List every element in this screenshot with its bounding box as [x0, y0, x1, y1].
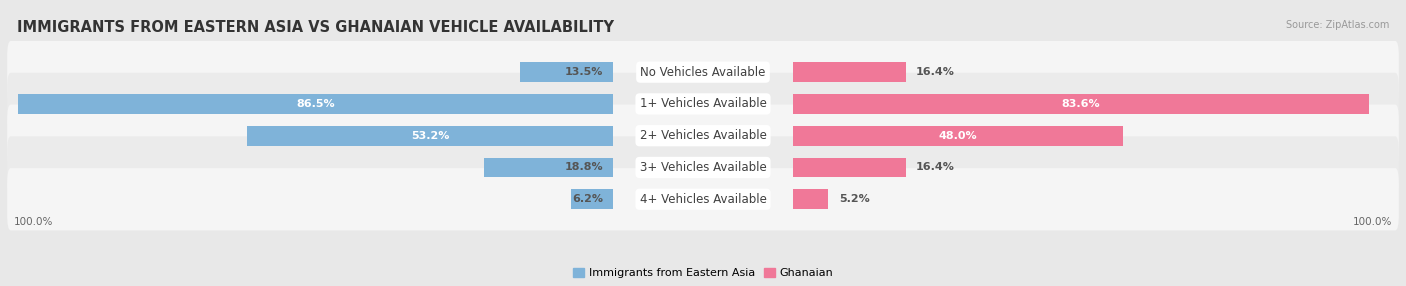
FancyBboxPatch shape	[7, 41, 1399, 103]
Text: 16.4%: 16.4%	[915, 67, 955, 77]
Bar	[793, 62, 905, 82]
Text: 6.2%: 6.2%	[572, 194, 603, 204]
Bar	[793, 158, 905, 177]
Text: 83.6%: 83.6%	[1062, 99, 1099, 109]
Text: IMMIGRANTS FROM EASTERN ASIA VS GHANAIAN VEHICLE AVAILABILITY: IMMIGRANTS FROM EASTERN ASIA VS GHANAIAN…	[17, 20, 614, 35]
Text: Source: ZipAtlas.com: Source: ZipAtlas.com	[1285, 20, 1389, 30]
Text: 18.8%: 18.8%	[564, 162, 603, 172]
Text: 53.2%: 53.2%	[411, 131, 450, 141]
Bar	[484, 158, 613, 177]
Bar	[17, 94, 613, 114]
FancyBboxPatch shape	[7, 105, 1399, 167]
Text: 100.0%: 100.0%	[1353, 217, 1392, 227]
FancyBboxPatch shape	[7, 73, 1399, 135]
Bar	[571, 189, 613, 209]
Text: 5.2%: 5.2%	[839, 194, 869, 204]
Text: 1+ Vehicles Available: 1+ Vehicles Available	[640, 98, 766, 110]
Bar	[520, 62, 613, 82]
FancyBboxPatch shape	[7, 168, 1399, 231]
Bar	[247, 126, 613, 146]
Text: 3+ Vehicles Available: 3+ Vehicles Available	[640, 161, 766, 174]
Text: 4+ Vehicles Available: 4+ Vehicles Available	[640, 193, 766, 206]
Bar	[793, 126, 1123, 146]
Text: 48.0%: 48.0%	[939, 131, 977, 141]
Bar	[793, 189, 828, 209]
FancyBboxPatch shape	[7, 136, 1399, 198]
Legend: Immigrants from Eastern Asia, Ghanaian: Immigrants from Eastern Asia, Ghanaian	[568, 263, 838, 283]
Bar	[793, 94, 1368, 114]
Text: 100.0%: 100.0%	[14, 217, 53, 227]
Text: 16.4%: 16.4%	[915, 162, 955, 172]
Text: 86.5%: 86.5%	[297, 99, 335, 109]
Text: 13.5%: 13.5%	[565, 67, 603, 77]
Text: 2+ Vehicles Available: 2+ Vehicles Available	[640, 129, 766, 142]
Text: No Vehicles Available: No Vehicles Available	[640, 65, 766, 79]
